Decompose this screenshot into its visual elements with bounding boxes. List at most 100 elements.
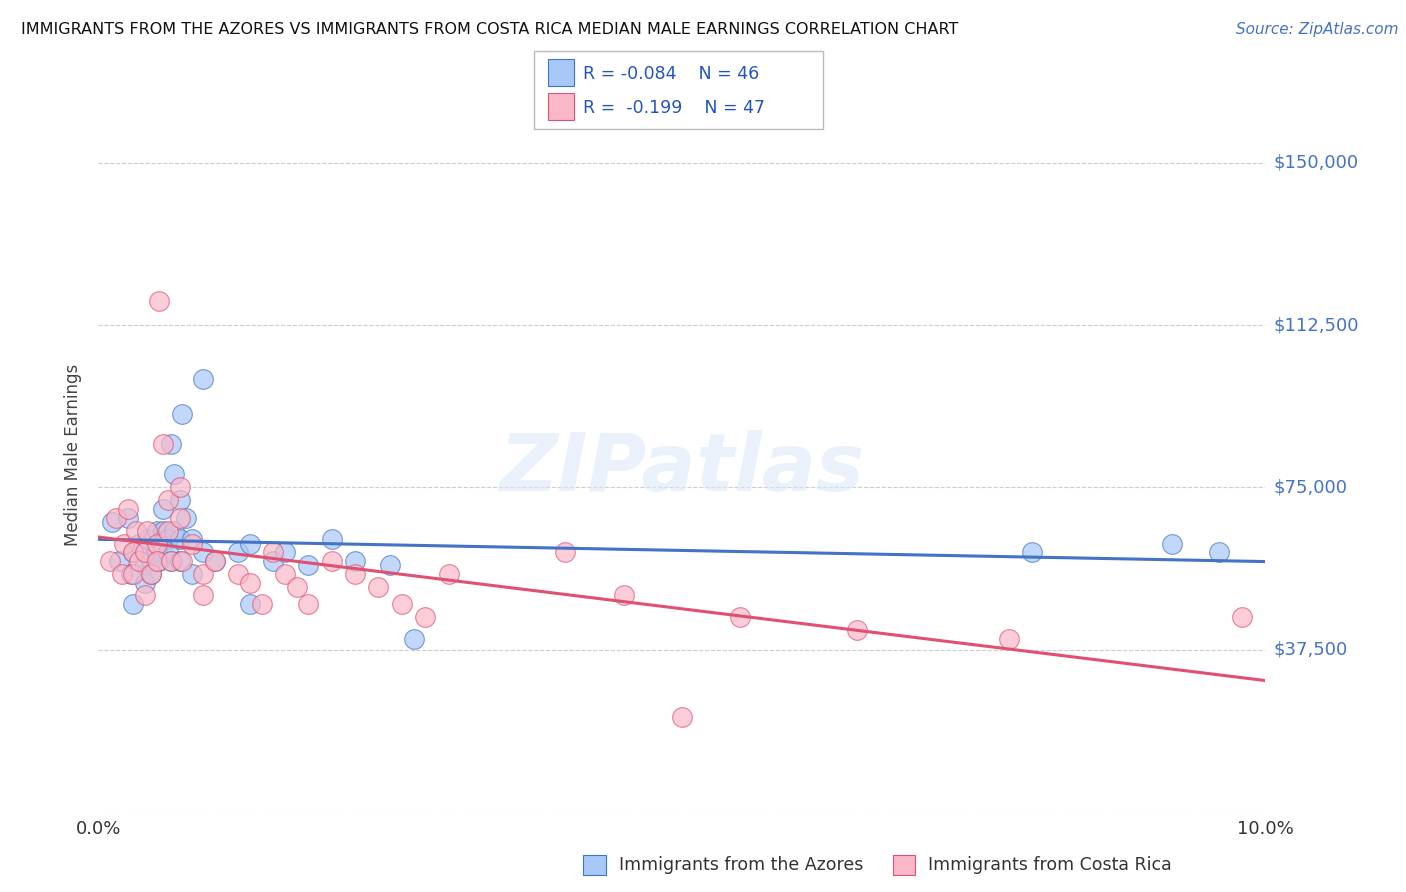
Point: [262, 554, 284, 568]
Point: [1208, 545, 1230, 559]
Point: [139, 554, 162, 568]
Point: [104, 510, 127, 524]
Point: [120, 566, 142, 581]
Text: Immigrants from Costa Rica: Immigrants from Costa Rica: [928, 856, 1171, 874]
Point: [193, 372, 215, 386]
Point: [134, 575, 156, 590]
Point: [321, 554, 343, 568]
Point: [134, 545, 156, 559]
Point: [157, 524, 180, 538]
Text: Immigrants from the Azores: Immigrants from the Azores: [619, 856, 863, 874]
Point: [146, 545, 169, 559]
Point: [413, 610, 436, 624]
Point: [139, 566, 162, 581]
Point: [378, 558, 402, 573]
Text: $112,500: $112,500: [1274, 316, 1360, 334]
Point: [193, 566, 215, 581]
Point: [239, 597, 262, 611]
Point: [1021, 545, 1043, 559]
Point: [159, 437, 181, 451]
Point: [1230, 610, 1253, 624]
Point: [228, 566, 250, 581]
Point: [204, 554, 226, 568]
Point: [152, 524, 174, 538]
Point: [152, 502, 174, 516]
Point: [228, 545, 250, 559]
Point: [139, 566, 162, 581]
Point: [180, 566, 202, 581]
Point: [122, 545, 145, 559]
Point: [437, 566, 460, 581]
Point: [163, 467, 186, 482]
Point: [845, 623, 868, 637]
Point: [297, 597, 319, 611]
Point: [250, 597, 273, 611]
Point: [391, 597, 413, 611]
Point: [297, 558, 319, 573]
Point: [98, 554, 121, 568]
Point: [122, 597, 145, 611]
Point: [344, 554, 367, 568]
Point: [204, 554, 226, 568]
Text: R = -0.084    N = 46: R = -0.084 N = 46: [583, 65, 759, 83]
Text: $75,000: $75,000: [1274, 478, 1348, 496]
Point: [159, 554, 181, 568]
Point: [174, 510, 197, 524]
Point: [262, 545, 284, 559]
Point: [157, 533, 180, 547]
Point: [122, 545, 145, 559]
Point: [101, 515, 124, 529]
Point: [402, 632, 425, 646]
Point: [136, 533, 159, 547]
Point: [112, 536, 135, 550]
Point: [148, 294, 170, 309]
Point: [125, 524, 148, 538]
Point: [163, 524, 186, 538]
Point: [172, 554, 194, 568]
Text: $150,000: $150,000: [1274, 154, 1358, 172]
Point: [152, 437, 174, 451]
Text: Source: ZipAtlas.com: Source: ZipAtlas.com: [1236, 22, 1399, 37]
Point: [169, 493, 191, 508]
Point: [367, 580, 389, 594]
Point: [146, 524, 169, 538]
Point: [180, 536, 202, 550]
Point: [157, 493, 180, 508]
Point: [157, 545, 180, 559]
Point: [169, 510, 191, 524]
Point: [146, 536, 169, 550]
Point: [169, 554, 191, 568]
Point: [239, 536, 262, 550]
Point: [671, 709, 693, 723]
Point: [554, 545, 576, 559]
Point: [612, 589, 634, 603]
Text: R =  -0.199    N = 47: R = -0.199 N = 47: [583, 99, 765, 117]
Point: [180, 533, 202, 547]
Point: [108, 554, 131, 568]
Point: [274, 545, 297, 559]
Point: [128, 554, 150, 568]
Point: [169, 533, 191, 547]
Y-axis label: Median Male Earnings: Median Male Earnings: [65, 364, 83, 546]
Point: [159, 554, 181, 568]
Point: [128, 536, 150, 550]
Point: [285, 580, 308, 594]
Point: [134, 589, 156, 603]
Point: [728, 610, 751, 624]
Point: [344, 566, 367, 581]
Point: [274, 566, 297, 581]
Point: [148, 554, 170, 568]
Point: [997, 632, 1019, 646]
Point: [111, 566, 134, 581]
Point: [136, 524, 159, 538]
Point: [146, 554, 169, 568]
Point: [1161, 536, 1184, 550]
Point: [122, 566, 145, 581]
Text: $37,500: $37,500: [1274, 640, 1348, 658]
Text: ZIPatlas: ZIPatlas: [499, 430, 865, 508]
Point: [117, 502, 139, 516]
Point: [117, 510, 139, 524]
Text: IMMIGRANTS FROM THE AZORES VS IMMIGRANTS FROM COSTA RICA MEDIAN MALE EARNINGS CO: IMMIGRANTS FROM THE AZORES VS IMMIGRANTS…: [21, 22, 959, 37]
Point: [172, 407, 194, 421]
Point: [239, 575, 262, 590]
